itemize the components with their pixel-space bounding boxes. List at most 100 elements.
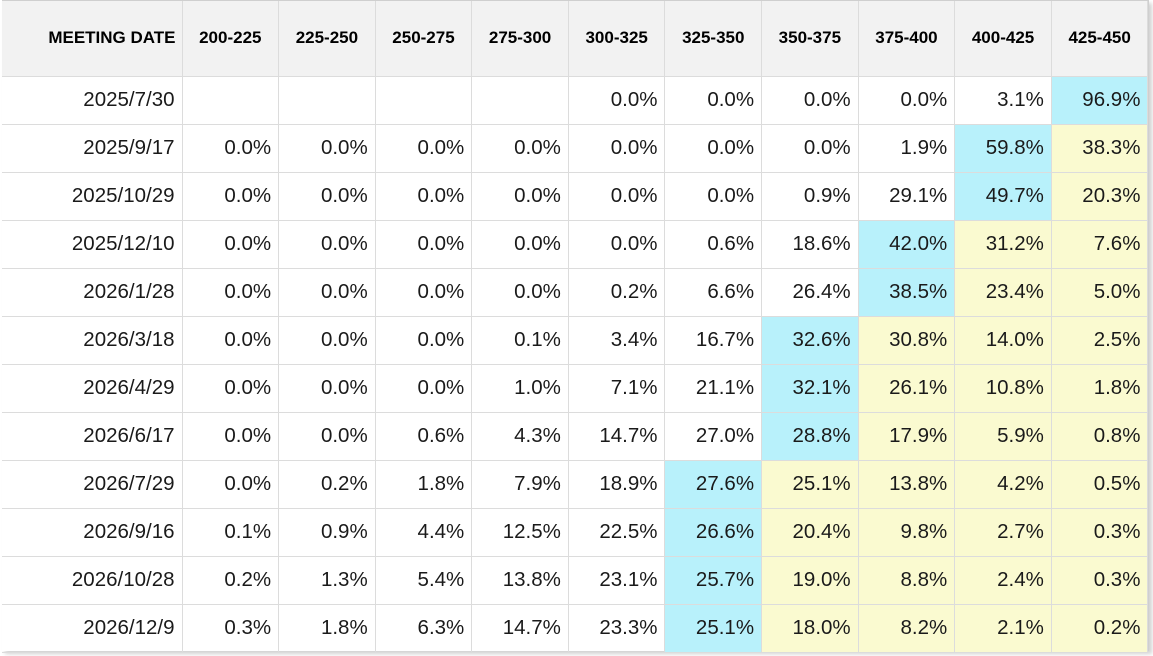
probability-cell: 6.6%: [664, 267, 763, 317]
range-header-400-425: 400-425: [954, 1, 1052, 77]
table-row: 2025/10/29 0.0% 0.0% 0.0% 0.0% 0.0% 0.0% 0.9% 29…: [2, 171, 1149, 221]
probability-cell: 0.0%: [181, 219, 280, 269]
probability-cell: 0.2%: [567, 267, 666, 317]
probability-cell: 21.1%: [664, 363, 763, 413]
probability-cell: 0.0%: [181, 363, 280, 413]
probability-cell: 26.4%: [761, 267, 859, 317]
probability-cell: 42.0%: [857, 219, 956, 269]
probability-cell: 0.0%: [278, 219, 376, 269]
probability-cell: 14.7%: [471, 603, 569, 653]
probability-cell: 19.0%: [761, 555, 859, 605]
probability-cell: 0.3%: [181, 603, 280, 653]
probability-cell: 7.1%: [567, 363, 666, 413]
probability-cell: 18.9%: [567, 459, 666, 509]
probability-cell: 2.5%: [1050, 315, 1149, 365]
probability-cell: [278, 75, 376, 125]
table-row: 2025/7/30 0.0% 0.0% 0.0% 0.0% 3.1% 96.9%: [2, 75, 1149, 125]
probability-cell: 0.2%: [1050, 603, 1149, 653]
probability-cell: 12.5%: [471, 507, 569, 557]
probability-cell: 2.1%: [954, 603, 1052, 653]
probability-cell: [471, 75, 569, 125]
table-row: 2026/12/9 0.3% 1.8% 6.3% 14.7% 23.3% 25.1% 18.0…: [2, 603, 1149, 653]
probability-cell: 0.1%: [471, 315, 569, 365]
probability-cell: 1.8%: [1050, 363, 1149, 413]
probability-cell: 0.0%: [181, 315, 280, 365]
probability-cell: 0.0%: [567, 219, 666, 269]
probability-cell: 0.9%: [761, 171, 859, 221]
range-header-375-400: 375-400: [857, 1, 956, 77]
probability-cell: 0.0%: [471, 123, 569, 173]
probability-cell: 0.2%: [278, 459, 376, 509]
probability-cell: 0.0%: [567, 171, 666, 221]
probability-cell: 0.0%: [761, 75, 859, 125]
probability-cell: 2.4%: [954, 555, 1052, 605]
probability-cell: 0.0%: [278, 123, 376, 173]
probability-cell: 0.0%: [567, 123, 666, 173]
probability-cell: 49.7%: [954, 171, 1052, 221]
probability-cell: 96.9%: [1050, 75, 1149, 125]
probability-cell: 0.0%: [374, 123, 473, 173]
probability-cell: 0.0%: [471, 267, 569, 317]
probability-cell: 10.8%: [954, 363, 1052, 413]
probability-cell: 4.2%: [954, 459, 1052, 509]
probability-cell: 0.0%: [181, 411, 280, 461]
probability-cell: 23.3%: [567, 603, 666, 653]
probability-cell: 27.6%: [664, 459, 763, 509]
probability-cell: 0.9%: [278, 507, 376, 557]
probability-cell: 14.7%: [567, 411, 666, 461]
table-row: 2026/10/28 0.2% 1.3% 5.4% 13.8% 23.1% 25.7% 19.…: [2, 555, 1149, 605]
probability-cell: 7.6%: [1050, 219, 1149, 269]
table-row: 2026/3/18 0.0% 0.0% 0.0% 0.1% 3.4% 16.7% 32.6% 3…: [2, 315, 1149, 365]
range-header-250-275: 250-275: [374, 1, 473, 77]
meeting-date-cell: 2026/3/18: [2, 315, 183, 365]
table-row: 2026/9/16 0.1% 0.9% 4.4% 12.5% 22.5% 26.6% 20.4…: [2, 507, 1149, 557]
probability-cell: 5.4%: [374, 555, 473, 605]
probability-cell: 0.2%: [181, 555, 280, 605]
probability-cell: 23.4%: [954, 267, 1052, 317]
probability-cell: 30.8%: [857, 315, 956, 365]
probability-cell: 0.0%: [471, 219, 569, 269]
probability-cell: 13.8%: [471, 555, 569, 605]
meeting-date-cell: 2026/7/29: [2, 459, 183, 509]
probability-cell: 38.5%: [857, 267, 956, 317]
probability-cell: 25.1%: [664, 603, 763, 653]
probability-cell: 0.0%: [664, 75, 763, 125]
probability-cell: 0.0%: [374, 219, 473, 269]
range-header-350-375: 350-375: [761, 1, 859, 77]
probability-cell: 0.0%: [278, 411, 376, 461]
range-header-275-300: 275-300: [471, 1, 569, 77]
probability-cell: 0.1%: [181, 507, 280, 557]
probability-cell: 17.9%: [857, 411, 956, 461]
table-row: 2025/12/10 0.0% 0.0% 0.0% 0.0% 0.0% 0.6% 18.6% 4…: [2, 219, 1149, 269]
probability-cell: 0.0%: [761, 123, 859, 173]
table-row: 2026/7/29 0.0% 0.2% 1.8% 7.9% 18.9% 27.6% 25.1%…: [2, 459, 1149, 509]
probability-cell: 8.8%: [857, 555, 956, 605]
probability-cell: 0.0%: [664, 123, 763, 173]
meeting-date-cell: 2026/6/17: [2, 411, 183, 461]
probability-cell: 1.8%: [278, 603, 376, 653]
probability-cell: 38.3%: [1050, 123, 1149, 173]
probability-cell: 0.0%: [181, 171, 280, 221]
meeting-date-cell: 2025/9/17: [2, 123, 183, 173]
probability-cell: [181, 75, 280, 125]
probability-cell: 5.9%: [954, 411, 1052, 461]
probability-cell: 4.3%: [471, 411, 569, 461]
probability-cell: 0.0%: [857, 75, 956, 125]
probability-cell: 32.1%: [761, 363, 859, 413]
meeting-date-cell: 2025/7/30: [2, 75, 183, 125]
probability-cell: 32.6%: [761, 315, 859, 365]
probability-cell: 0.6%: [374, 411, 473, 461]
table-body: 2025/7/30 0.0% 0.0% 0.0% 0.0% 3.1% 96.9% 2025/9…: [2, 75, 1149, 653]
probability-cell: 0.5%: [1050, 459, 1149, 509]
range-header-325-350: 325-350: [664, 1, 763, 77]
probability-cell: 25.7%: [664, 555, 763, 605]
probability-cell: 1.3%: [278, 555, 376, 605]
probability-cell: 20.4%: [761, 507, 859, 557]
probability-cell: 25.1%: [761, 459, 859, 509]
probability-cell: 0.0%: [374, 267, 473, 317]
probability-cell: 18.0%: [761, 603, 859, 653]
probability-cell: 1.9%: [857, 123, 956, 173]
range-header-225-250: 225-250: [278, 1, 376, 77]
probability-cell: 0.0%: [181, 459, 280, 509]
